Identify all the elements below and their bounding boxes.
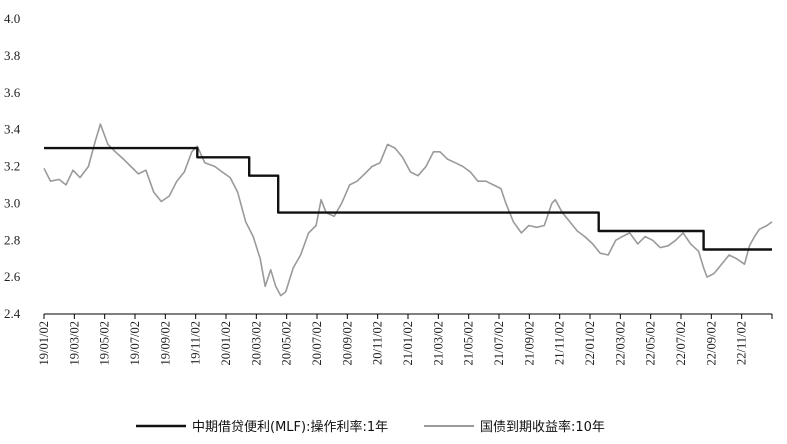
x-tick-label: 20/01/02 [219, 321, 233, 365]
series-line-mlf-rate [44, 146, 772, 251]
y-tick-label: 3.0 [4, 195, 20, 210]
x-tick-label: 20/11/02 [371, 321, 385, 365]
x-tick-label: 21/03/02 [431, 321, 445, 365]
x-tick-label: 21/11/02 [553, 321, 567, 365]
x-tick-label: 21/07/02 [492, 321, 506, 365]
y-tick-label: 3.8 [4, 48, 20, 63]
y-tick-label: 2.4 [4, 306, 21, 321]
y-tick-label: 3.4 [4, 122, 21, 137]
x-tick-label: 19/03/02 [67, 321, 81, 365]
x-tick-label: 21/09/02 [522, 321, 536, 365]
x-tick-label: 22/09/02 [704, 321, 718, 365]
x-tick-label: 22/01/02 [583, 321, 597, 365]
x-tick-label: 20/09/02 [340, 321, 354, 365]
x-tick-label: 20/07/02 [310, 321, 324, 365]
y-tick-label: 3.2 [4, 159, 20, 174]
x-tick-label: 19/07/02 [128, 321, 142, 365]
legend-label-bond: 国债到期收益率:10年 [480, 419, 605, 435]
x-axis-tick-marks [43, 314, 773, 319]
y-tick-label: 2.8 [4, 232, 20, 247]
x-tick-label: 21/01/02 [401, 321, 415, 365]
series-layer [43, 123, 773, 297]
x-tick-label: 20/03/02 [249, 321, 263, 365]
x-tick-label: 22/07/02 [674, 321, 688, 365]
x-tick-label: 19/09/02 [158, 321, 172, 365]
x-tick-label: 22/05/02 [644, 321, 658, 365]
x-tick-label: 19/11/02 [189, 321, 203, 365]
x-tick-label: 20/05/02 [280, 321, 294, 365]
y-tick-label: 2.6 [4, 269, 21, 284]
legend: 中期借贷便利(MLF):操作利率:1年 国债到期收益率:10年 [136, 419, 605, 435]
x-tick-label: 19/01/02 [37, 321, 51, 365]
y-axis-tick-labels: 4.0 3.8 3.6 3.4 3.2 3.0 2.8 2.6 2.4 [4, 11, 21, 321]
series-line-10y-bond-yield [43, 123, 773, 297]
x-tick-label: 19/05/02 [98, 321, 112, 365]
x-tick-label: 22/03/02 [613, 321, 627, 365]
x-tick-label: 21/05/02 [462, 321, 476, 365]
x-tick-label: 22/11/02 [735, 321, 749, 365]
y-tick-label: 4.0 [4, 11, 20, 26]
x-axis-tick-labels: 19/01/02 19/03/02 19/05/02 19/07/02 19/09/02… [37, 321, 749, 365]
legend-label-mlf: 中期借贷便利(MLF):操作利率:1年 [192, 419, 388, 435]
y-tick-label: 3.6 [4, 85, 21, 100]
